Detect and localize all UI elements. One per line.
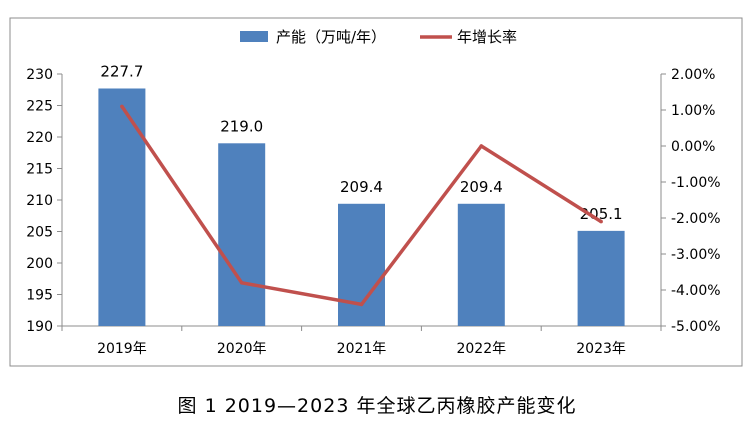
y-tick-label: 190 [26, 319, 53, 335]
y2-tick-label: -3.00% [671, 247, 721, 263]
bar-value-label: 205.1 [580, 205, 623, 223]
bar [577, 230, 625, 326]
growth-line-series [120, 104, 603, 307]
bar [98, 88, 146, 327]
legend-label-growth: 年增长率 [457, 28, 517, 46]
y-tick-label: 225 [26, 99, 53, 115]
y-tick-label: 215 [26, 162, 53, 178]
y2-tick-label: 1.00% [671, 103, 715, 119]
bar-value-label: 227.7 [100, 62, 143, 80]
y2-tick-label: 2.00% [671, 67, 715, 83]
bar [218, 143, 266, 326]
legend-label-capacity: 产能（万吨/年） [276, 28, 386, 46]
y-tick-label: 230 [26, 67, 53, 83]
y2-tick-label: -5.00% [671, 319, 721, 335]
y2-tick-label: 0.00% [671, 139, 715, 155]
legend: 产能（万吨/年） 年增长率 [240, 28, 517, 46]
bar-labels: 227.7 219.0 209.4 209.4 205.1 [100, 62, 622, 222]
y2-tick-label: -4.00% [671, 283, 721, 299]
x-tick-label: 2020年 [217, 341, 267, 357]
y-tick-label: 200 [26, 256, 53, 272]
growth-point [479, 144, 484, 148]
bar-value-label: 209.4 [340, 178, 383, 196]
growth-point [239, 281, 244, 285]
bar [338, 203, 385, 326]
y2-tick-label: -1.00% [671, 175, 721, 191]
growth-point [599, 219, 603, 224]
x-tick-label: 2021年 [337, 341, 387, 357]
legend-swatch-capacity [240, 31, 268, 42]
growth-point [359, 302, 364, 307]
bar [457, 203, 505, 326]
growth-point [120, 104, 124, 109]
bar-value-label: 209.4 [460, 178, 503, 196]
x-tick-label: 2023年 [576, 341, 626, 357]
x-tick-label: 2022年 [456, 341, 506, 357]
bar-value-label: 219.0 [220, 117, 263, 135]
axes: 190 195 200 205 210 215 220 225 230 2.00% 1.00% 0.0… [26, 67, 720, 357]
y-tick-label: 210 [26, 193, 53, 209]
y2-tick-label: -2.00% [671, 211, 721, 227]
y-tick-label: 195 [26, 288, 53, 304]
figure-caption: 图 1 2019—2023 年全球乙丙橡胶产能变化 [178, 395, 577, 417]
x-tick-label: 2019年 [97, 341, 147, 357]
y-tick-label: 220 [26, 130, 53, 146]
y-tick-label: 205 [26, 225, 53, 241]
